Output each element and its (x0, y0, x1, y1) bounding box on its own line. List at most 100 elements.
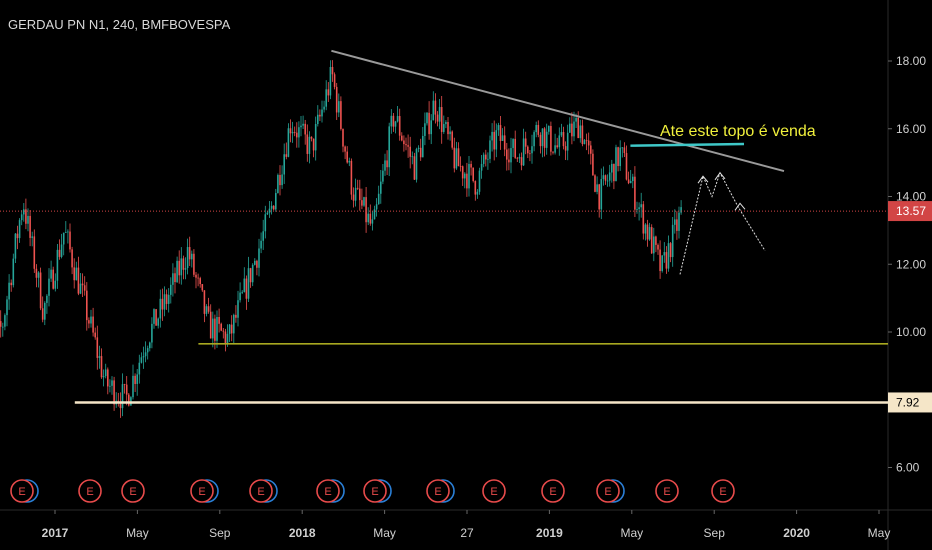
candle-body (111, 380, 113, 386)
candle-body (163, 294, 166, 310)
candle-body (396, 116, 399, 122)
candle-body (583, 140, 586, 145)
candle-body (388, 126, 390, 168)
candle-body (291, 131, 294, 134)
candle-body (550, 125, 552, 152)
candle-body (562, 132, 565, 147)
candle-body (472, 167, 474, 182)
candle-body (403, 140, 405, 145)
earnings-marker-label: E (371, 486, 378, 498)
candle-body (0, 321, 2, 327)
candle-body (495, 130, 498, 150)
candle-body (529, 153, 531, 155)
earnings-marker (541, 479, 565, 503)
candle-body (90, 316, 92, 324)
candle-body (352, 194, 355, 201)
candle-body (298, 127, 300, 138)
candle-body (665, 252, 668, 269)
candle-body (485, 154, 487, 160)
candle-body (249, 268, 252, 283)
candle-body (422, 135, 424, 158)
candle-body (102, 376, 105, 378)
candle-body (411, 156, 414, 158)
earnings-marker-label: E (719, 486, 726, 498)
candle-body (602, 175, 605, 180)
candle-body (266, 212, 269, 215)
earnings-marker-label: E (549, 486, 556, 498)
candle-body (346, 151, 348, 163)
candle-body (300, 125, 302, 128)
candle-body (680, 207, 682, 213)
candle-body (314, 124, 317, 151)
candle-body (359, 188, 361, 201)
candle-body (482, 154, 485, 164)
candle-body (669, 243, 672, 258)
candle-body (293, 131, 296, 133)
candle-body (640, 204, 642, 208)
candle-body (304, 123, 306, 135)
candle-body (233, 314, 235, 334)
candle-body (88, 320, 90, 324)
earnings-marker (249, 479, 273, 503)
x-tick-label-9: 2020 (783, 526, 810, 540)
candle-body (545, 131, 548, 148)
candle-body (556, 145, 558, 148)
candle-body (512, 138, 514, 149)
candle-body (23, 209, 25, 215)
candle-body (516, 157, 519, 159)
x-tick-label-2: Sep (209, 526, 231, 540)
candle-body (487, 158, 489, 160)
candle-body (585, 140, 588, 142)
earnings-marker-label: E (129, 486, 136, 498)
candle-body (151, 323, 153, 343)
candle-body (445, 122, 447, 125)
candle-body (239, 292, 241, 301)
candle-body (443, 124, 445, 132)
x-tick-label-8: Sep (704, 526, 726, 540)
candle-body (386, 160, 388, 168)
candle-body (596, 184, 598, 192)
candle-body (344, 146, 346, 152)
candle-body (275, 193, 277, 210)
candle-body (134, 375, 136, 384)
projection-arrowhead-2 (734, 202, 746, 211)
candle-body (4, 315, 6, 327)
earnings-marker-label: E (604, 486, 611, 498)
earnings-marker-label: E (324, 486, 331, 498)
candle-body (35, 268, 38, 278)
candle-body (333, 74, 336, 87)
candle-body (569, 123, 571, 133)
candle-body (10, 282, 12, 286)
candle-body (1, 326, 4, 328)
price-label-0: 13.57 (896, 204, 926, 218)
candle-body (71, 249, 73, 268)
candle-body (476, 191, 479, 195)
projection-path (679, 171, 766, 275)
descending-trendline (331, 49, 785, 173)
earnings-marker-label: E (663, 486, 670, 498)
candle-body (508, 159, 510, 163)
candle-body (222, 330, 225, 332)
candle-body (109, 385, 111, 387)
x-tick-label-10: May (868, 526, 891, 540)
candle-body (539, 134, 542, 147)
candle-body (6, 299, 8, 316)
earnings-marker (482, 479, 506, 503)
candle-body (493, 131, 495, 150)
candle-body (60, 244, 63, 257)
candle-body (228, 324, 231, 334)
candle-body (566, 132, 569, 151)
candle-body (671, 224, 674, 258)
candle-body (644, 224, 647, 234)
candle-body (634, 176, 636, 210)
candle-body (25, 209, 27, 224)
candle-body (369, 213, 372, 224)
projection-arrowhead-0 (697, 175, 709, 184)
candle-body (648, 227, 651, 240)
candle-body (268, 208, 271, 213)
candle-body (598, 184, 600, 210)
candle-body (146, 348, 149, 353)
candle-body (37, 272, 40, 278)
candle-body (363, 197, 365, 206)
